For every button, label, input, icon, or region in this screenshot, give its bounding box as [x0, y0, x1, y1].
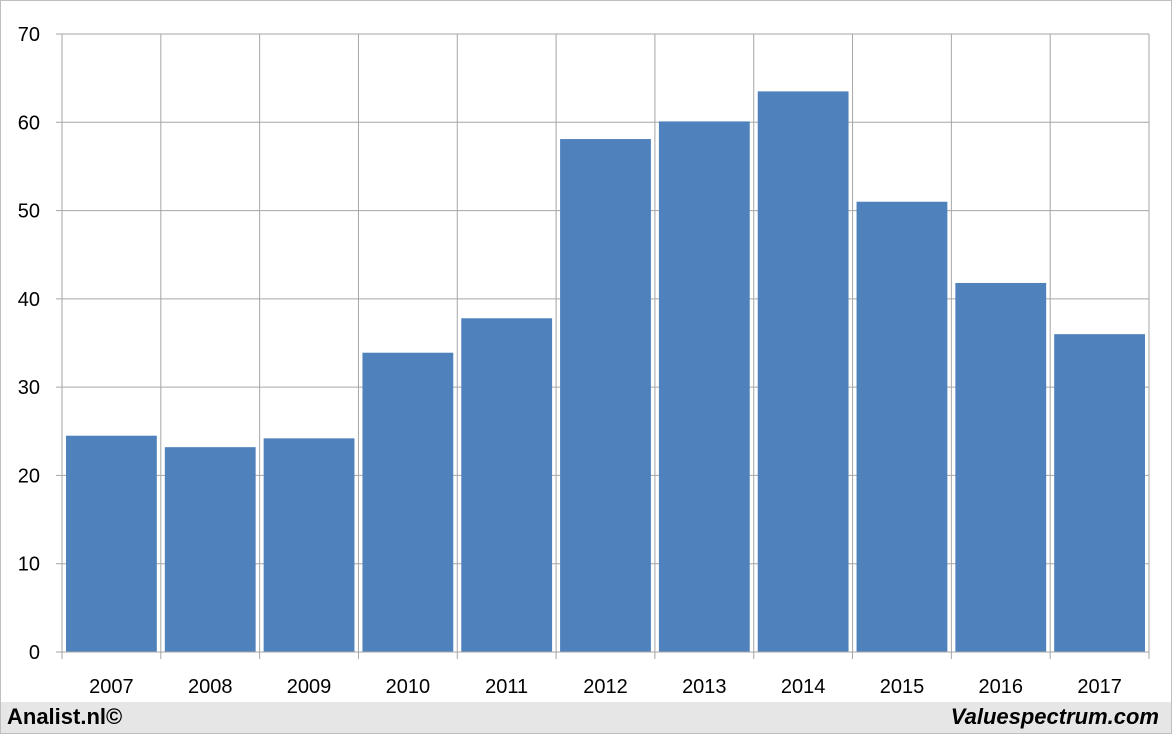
x-tick-label-2007: 2007: [89, 676, 134, 698]
bar-2012: [560, 139, 651, 652]
x-tick-labels: 2007 2008 2009 2010 2011 2012 2013 2014 2015 2016…: [89, 676, 1122, 698]
bar-2007: [66, 435, 157, 652]
y-tick-label: 0: [29, 642, 40, 664]
bar-2011: [461, 318, 553, 652]
x-tick-label-2014: 2014: [781, 676, 826, 698]
y-tick-label: 30: [18, 377, 40, 399]
x-tick-label-2012: 2012: [583, 676, 628, 698]
bar-2016: [955, 282, 1047, 652]
bars: [66, 91, 1145, 653]
y-tick-label: 10: [18, 554, 40, 576]
bar-2015: [856, 201, 948, 652]
y-tick-labels: 0 10 20 30 40 50 60 70: [18, 24, 40, 664]
x-tick-label-2011: 2011: [485, 676, 528, 698]
bar-chart: 0 10 20 30 40 50 60 70 2007 2008 2009 2010 2011 2012…: [18, 24, 1150, 698]
footer-left-credit: Analist.nl©: [7, 704, 123, 729]
x-tick-label-2017: 2017: [1077, 676, 1122, 698]
y-tick-label: 20: [18, 465, 40, 487]
x-tick-label-2008: 2008: [188, 676, 233, 698]
bar-2010: [362, 352, 454, 652]
bar-2014: [757, 91, 849, 652]
y-tick-label: 50: [18, 201, 40, 223]
axes: [56, 33, 1149, 653]
footer-right-credit: Valuespectrum.com: [950, 704, 1159, 729]
footer-bar: Analist.nl© Valuespectrum.com: [1, 702, 1171, 733]
y-tick-label: 40: [18, 289, 40, 311]
bar-2013: [658, 121, 750, 653]
y-tick-label: 70: [18, 24, 40, 46]
bar-2009: [263, 438, 355, 652]
x-tick-label-2010: 2010: [386, 676, 431, 698]
bar-2017: [1054, 334, 1145, 652]
bar-2008: [164, 447, 256, 652]
x-tick-label-2015: 2015: [880, 676, 925, 698]
x-tick-label-2009: 2009: [287, 676, 332, 698]
x-tick-label-2016: 2016: [979, 676, 1024, 698]
y-tick-label: 60: [18, 112, 40, 134]
x-tick-label-2013: 2013: [682, 676, 727, 698]
